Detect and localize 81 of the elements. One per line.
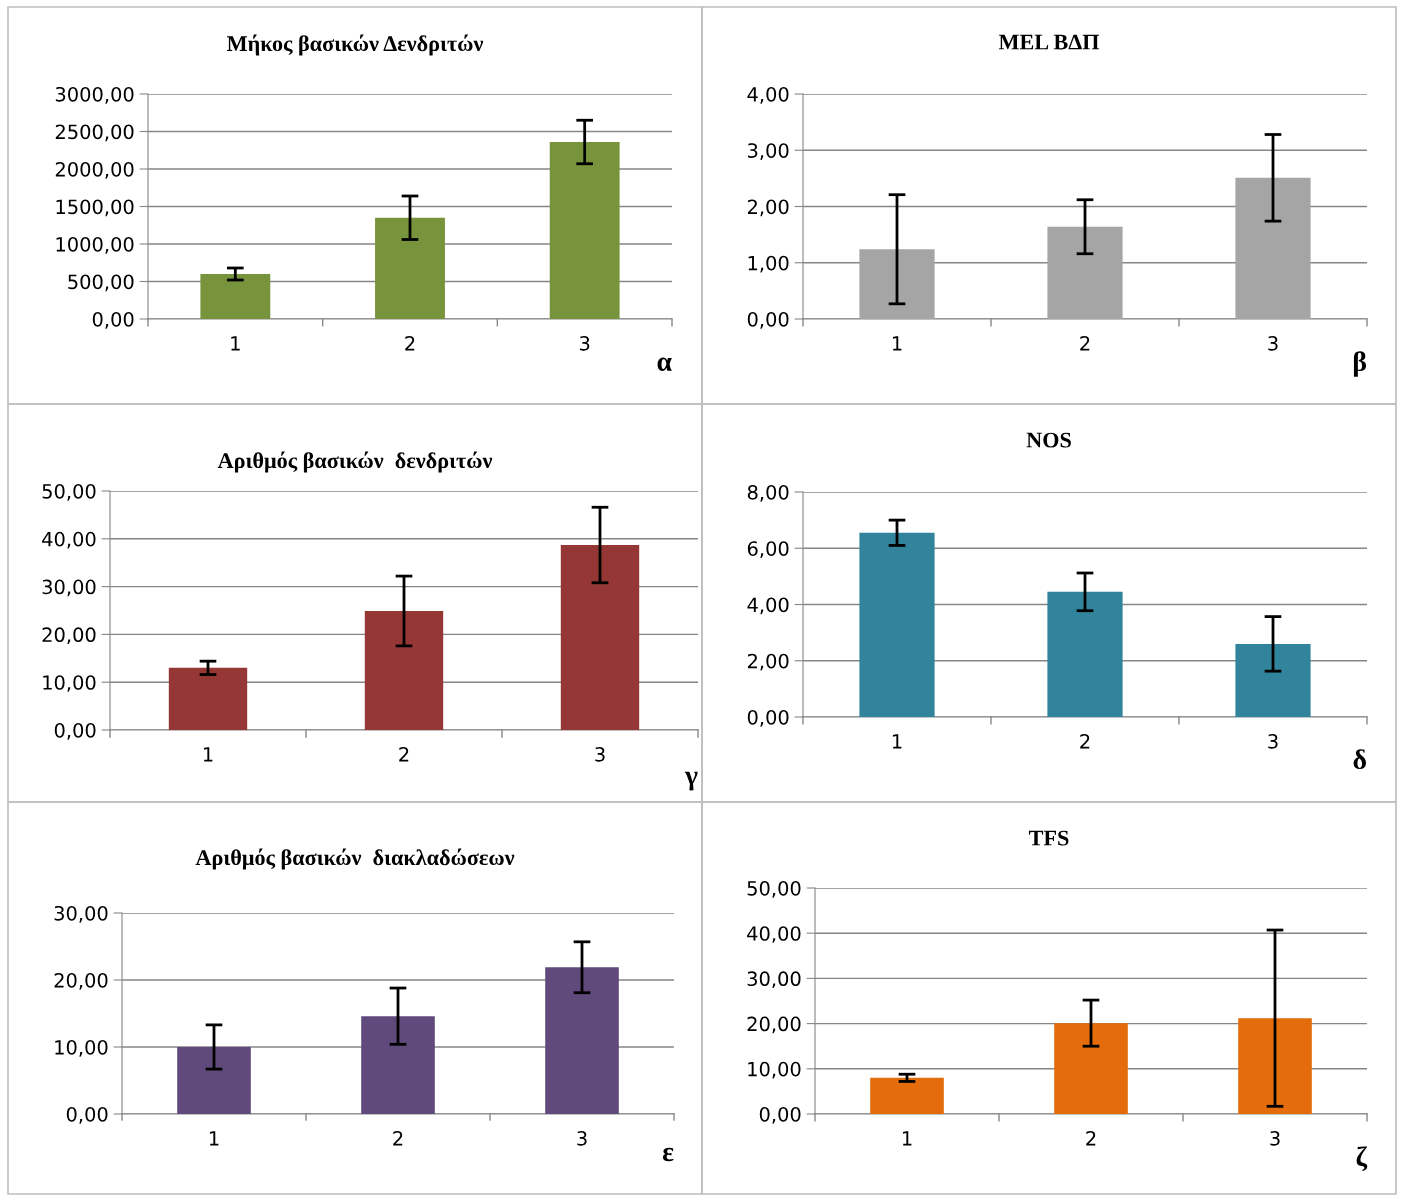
y-tick-label: 40,00 <box>747 926 801 943</box>
y-tick-label: 20,00 <box>42 627 96 645</box>
y-tick-label: 0,00 <box>747 709 789 727</box>
y-tick-label: 30,00 <box>54 905 108 923</box>
y-tick-label: 500,00 <box>68 274 134 292</box>
x-tick-label: 3 <box>595 747 605 762</box>
bar <box>859 249 935 319</box>
y-tick-label: 0,00 <box>66 1106 108 1124</box>
y-tick-label: 2500,00 <box>55 124 134 142</box>
text: ζ <box>1356 1146 1368 1172</box>
bar <box>168 667 248 730</box>
x-tick-label: 2 <box>1086 1131 1096 1146</box>
x-tick-label: 3 <box>579 336 590 351</box>
y-tick-label: 2,00 <box>747 653 789 671</box>
y-tick-label: 4,00 <box>747 86 789 104</box>
x-tick-label: 3 <box>1268 734 1278 749</box>
bar <box>549 142 620 319</box>
bar <box>1047 591 1123 717</box>
bar <box>361 1016 435 1114</box>
y-tick-label: 10,00 <box>748 1061 801 1079</box>
bar <box>859 532 935 717</box>
bar <box>560 545 640 730</box>
y-tick-label: 4,00 <box>747 597 789 615</box>
x-tick-label: 1 <box>892 336 902 351</box>
chart-title: Αριθμός βασικών δενδριτών <box>217 451 493 473</box>
y-tick-label: 50,00 <box>42 483 96 501</box>
x-tick-label: 1 <box>209 1131 219 1146</box>
x-tick-label: 3 <box>1268 336 1278 351</box>
y-tick-label: 6,00 <box>747 541 789 558</box>
y-tick-label: 10,00 <box>55 1039 108 1057</box>
x-tick-label: 1 <box>902 1131 912 1146</box>
y-tick-label: 10,00 <box>43 675 96 692</box>
x-tick-label: 2 <box>1080 336 1090 351</box>
text: β <box>1353 351 1367 377</box>
x-tick-label: 1 <box>892 734 902 749</box>
text: α <box>657 357 672 371</box>
y-tick-label: 1,00 <box>748 255 789 273</box>
bar <box>1238 1018 1312 1114</box>
y-tick-label: 20,00 <box>54 972 108 990</box>
bar <box>364 610 444 730</box>
x-tick-label: 1 <box>203 747 213 762</box>
bar <box>1054 1023 1128 1114</box>
y-tick-label: 1500,00 <box>56 199 134 217</box>
y-tick-label: 30,00 <box>747 971 801 989</box>
chart-title: TFS <box>1028 830 1069 846</box>
x-tick-label: 2 <box>1080 734 1090 749</box>
chart-title: NOS <box>1026 432 1071 448</box>
y-tick-label: 30,00 <box>42 579 96 597</box>
y-tick-label: 20,00 <box>747 1016 801 1034</box>
text: δ <box>1353 749 1366 770</box>
x-tick-label: 3 <box>577 1131 587 1146</box>
text: γ <box>684 771 698 791</box>
x-tick-label: 2 <box>393 1131 403 1146</box>
y-tick-label: 40,00 <box>42 531 96 549</box>
bar <box>200 274 271 319</box>
bar <box>545 967 619 1114</box>
y-tick-label: 2,00 <box>747 199 789 217</box>
y-tick-label: 3,00 <box>747 143 789 160</box>
chart-title: Μήκος βασικών Δενδριτών <box>227 34 484 56</box>
bar <box>1235 177 1311 319</box>
chart-title: Αριθμός βασικών διακλαδώσεων <box>195 848 515 870</box>
text: ε <box>662 1147 674 1162</box>
bar <box>177 1047 251 1114</box>
y-tick-label: 3000,00 <box>55 86 134 104</box>
y-tick-label: 0,00 <box>747 311 789 329</box>
bar <box>1047 226 1123 319</box>
y-tick-label: 0,00 <box>54 722 96 740</box>
x-tick-label: 1 <box>231 336 240 351</box>
y-tick-label: 2000,00 <box>55 161 134 179</box>
y-tick-label: 1000,00 <box>56 236 134 254</box>
x-tick-label: 3 <box>1270 1131 1280 1146</box>
y-tick-label: 0,00 <box>92 311 134 329</box>
bar <box>870 1077 944 1114</box>
bar <box>375 217 445 319</box>
chart-title: MEL ΒΔΠ <box>998 34 1100 50</box>
x-tick-label: 2 <box>399 747 409 762</box>
y-tick-label: 50,00 <box>747 880 801 898</box>
y-tick-label: 8,00 <box>747 484 789 502</box>
x-tick-label: 2 <box>405 336 415 351</box>
bar <box>1235 643 1311 717</box>
y-tick-label: 0,00 <box>759 1106 801 1124</box>
